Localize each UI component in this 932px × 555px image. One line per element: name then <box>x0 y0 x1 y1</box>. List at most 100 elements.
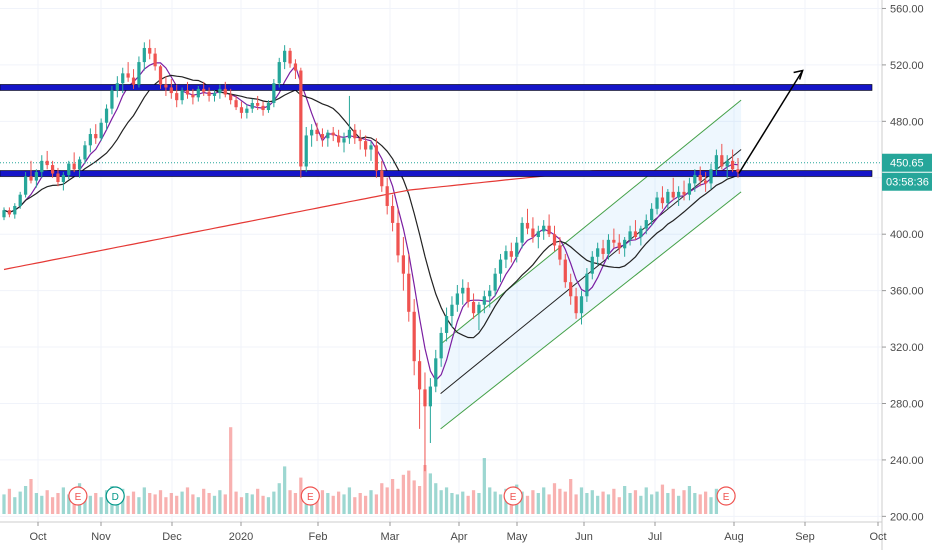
candle-body <box>29 176 33 181</box>
channel-upper-line <box>440 99 742 345</box>
candle-body <box>628 231 632 240</box>
volume-bar <box>45 490 49 514</box>
volume-bar <box>2 494 6 514</box>
candle-body <box>698 174 702 181</box>
candle-body <box>525 222 530 229</box>
time-tick-label: Aug <box>724 531 744 543</box>
arrow-shaft <box>738 70 804 174</box>
volume-bar <box>671 488 675 514</box>
candle-body <box>477 304 481 314</box>
volume-bar <box>99 497 103 514</box>
candle-body <box>23 176 28 195</box>
candle-body <box>304 135 308 167</box>
support-level-band <box>0 170 873 177</box>
volume-bar <box>88 495 92 514</box>
candle-body <box>347 129 352 139</box>
candle-body <box>736 169 740 173</box>
volume-bar <box>347 487 352 514</box>
volume-bar <box>644 487 648 514</box>
price-tags: 450.65 03:58:36 <box>882 153 932 191</box>
volume-bar <box>542 487 546 514</box>
time-tick-label: Apr <box>450 531 467 543</box>
candle-body <box>277 62 281 84</box>
volume-bar <box>266 497 271 514</box>
volume-bar <box>223 494 227 514</box>
candle-body <box>493 273 497 291</box>
volume-bar <box>67 494 71 514</box>
volume-bar <box>363 495 368 514</box>
volume-bar <box>175 495 179 514</box>
candle-body <box>655 197 659 209</box>
candle-body <box>439 332 443 359</box>
price-tick-label: 400.00 <box>890 229 924 241</box>
candle-body <box>396 222 400 256</box>
candle-body <box>88 134 92 146</box>
candle-body <box>417 361 422 390</box>
candle-body <box>369 145 373 150</box>
price-axis[interactable]: 560.00520.00480.00440.00400.00360.00320.… <box>881 0 924 550</box>
candle-body <box>563 259 567 283</box>
candle-body <box>245 108 249 113</box>
candle-body <box>633 231 638 238</box>
time-axis[interactable]: Oct Nov Dec 2020 Feb Mar Apr May Jun Jul Aug Sep Oct <box>0 521 887 543</box>
candle-body <box>450 304 454 317</box>
candle-body <box>552 234 557 246</box>
volume-bar <box>639 495 643 514</box>
volume-bar <box>380 483 384 514</box>
volume-bar <box>606 494 611 514</box>
candle-body <box>299 70 303 167</box>
candle-body <box>126 73 130 78</box>
time-tick-label: Sep <box>795 531 815 543</box>
candle-body <box>191 94 195 98</box>
candle-body <box>137 62 141 85</box>
candle-body <box>202 88 206 92</box>
candle-body <box>142 47 146 63</box>
volume-bar <box>385 487 389 514</box>
candle-body <box>714 155 719 170</box>
candle-body <box>606 239 611 254</box>
candle-body <box>336 135 341 143</box>
time-tick-label: May <box>507 531 528 543</box>
volume-bar <box>83 491 87 514</box>
candle-body <box>520 222 524 243</box>
volume-bar <box>693 493 697 514</box>
volume-bar <box>342 494 346 514</box>
volume-bar <box>531 490 535 514</box>
candle-body <box>363 141 368 150</box>
volume-bar <box>148 493 152 514</box>
volume-bar <box>315 497 319 514</box>
volume-bar <box>574 494 578 514</box>
candle-body <box>353 129 357 139</box>
volume-bar <box>547 494 551 514</box>
candle-body <box>77 159 82 170</box>
price-tick-label: 320.00 <box>890 342 924 354</box>
earnings-marker-label: E <box>307 492 314 503</box>
volume-bar <box>617 497 621 514</box>
candle-body <box>175 93 179 101</box>
candle-body <box>50 165 55 174</box>
volume-bar <box>34 493 39 514</box>
earnings-marker-circle <box>503 486 523 506</box>
volume-bar <box>390 479 395 514</box>
time-tick-label: Feb <box>309 531 328 543</box>
volume-bar <box>444 487 449 514</box>
candle-body <box>2 210 6 218</box>
volume-bar <box>196 497 200 514</box>
candle-body <box>687 183 692 195</box>
candle-body <box>18 194 22 206</box>
volume-bar <box>536 493 540 514</box>
channel-lower-line <box>440 191 742 430</box>
candle-body <box>13 205 17 215</box>
volume-bar <box>488 487 492 514</box>
earnings-marker: E <box>300 486 320 506</box>
dividend-marker-circle <box>105 486 125 506</box>
price-tick-label: 240.00 <box>890 455 924 467</box>
volume-bar <box>698 494 702 514</box>
candle-body <box>660 197 665 204</box>
candle-body <box>131 77 136 85</box>
countdown-tag-label: 03:58:36 <box>886 177 929 189</box>
candle-body <box>310 129 314 136</box>
volume-bar <box>401 474 406 514</box>
